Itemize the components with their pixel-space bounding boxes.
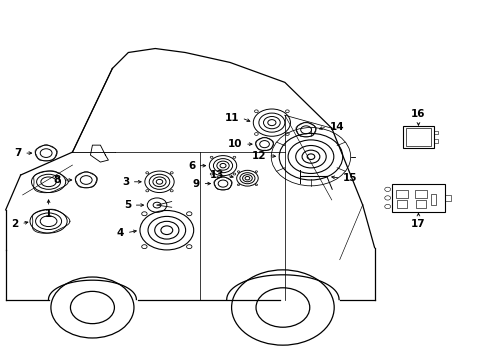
Text: 7: 7: [14, 148, 22, 158]
Text: 9: 9: [193, 179, 200, 189]
Bar: [403, 126, 434, 148]
Text: 17: 17: [411, 220, 426, 229]
Text: 13: 13: [210, 170, 224, 180]
Text: 10: 10: [228, 139, 243, 149]
Bar: [445, 195, 451, 201]
Bar: [415, 190, 427, 198]
Text: 14: 14: [330, 122, 344, 132]
Text: 4: 4: [117, 228, 124, 238]
Text: 16: 16: [411, 109, 426, 119]
Text: 8: 8: [53, 175, 61, 185]
Text: 15: 15: [343, 173, 358, 183]
Text: 11: 11: [224, 113, 239, 123]
Bar: [434, 139, 438, 143]
Text: 3: 3: [122, 177, 129, 187]
Text: 1: 1: [45, 209, 52, 219]
Bar: [397, 200, 407, 208]
Text: 6: 6: [188, 161, 195, 171]
Bar: [406, 129, 431, 145]
Bar: [396, 190, 408, 198]
Bar: [416, 200, 426, 208]
Bar: [392, 184, 445, 212]
Bar: [431, 194, 436, 205]
Text: 2: 2: [12, 219, 19, 229]
Text: 5: 5: [124, 200, 131, 210]
Text: 12: 12: [251, 150, 266, 161]
Bar: [434, 131, 438, 134]
